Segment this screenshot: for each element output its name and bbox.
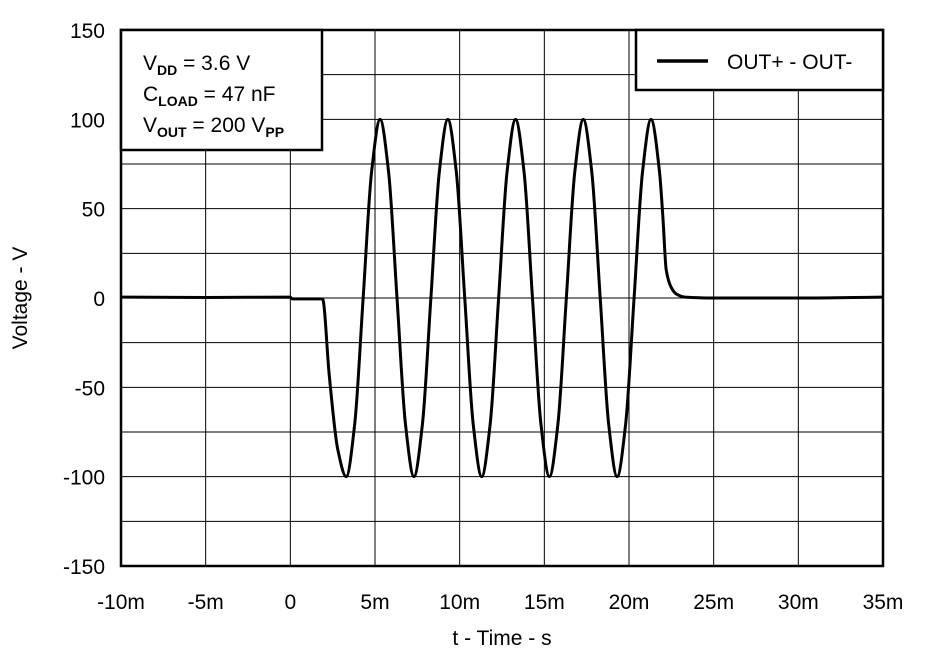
series-line (120, 117, 884, 479)
y-tick-label: 0 (93, 288, 105, 311)
annotation-line: CLOAD = 47 nF (143, 83, 275, 109)
plot-frame (119, 28, 885, 568)
y-tick-label: 100 (70, 109, 105, 132)
x-tick-label: -5m (188, 591, 224, 614)
y-tick-label: 150 (70, 20, 105, 43)
x-tick-label: -10m (97, 591, 145, 614)
y-tick-label: -50 (75, 377, 105, 400)
annotation-line: VDD = 3.6 V (143, 52, 250, 78)
y-tick-label: -150 (63, 556, 105, 579)
legend: OUT+ - OUT- (634, 28, 885, 92)
x-tick-label: 25m (693, 591, 734, 614)
x-tick-label: 35m (863, 591, 904, 614)
x-tick-label: 30m (778, 591, 819, 614)
annotation-box: VDD = 3.6 V CLOAD = 47 nF VOUT = 200 VPP (119, 28, 324, 152)
x-tick-label: 20m (609, 591, 650, 614)
y-tick-label: -100 (63, 467, 105, 490)
x-tick-label: 10m (439, 591, 480, 614)
x-tick-labels: -10m -5m 0 5m 10m 15m 20m 25m 30m 35m (97, 591, 903, 614)
series-trace (120, 117, 884, 479)
y-tick-labels: 150 100 50 0 -50 -100 -150 (63, 20, 105, 579)
x-axis-label: t - Time - s (452, 627, 551, 650)
x-tick-label: 15m (524, 591, 565, 614)
annotation-line: VOUT = 200 VPP (143, 114, 284, 140)
x-tick-label: 5m (360, 591, 389, 614)
x-tick-label: 0 (284, 591, 296, 614)
y-tick-label: 50 (82, 199, 105, 222)
y-axis-label: Voltage - V (9, 247, 32, 350)
legend-label: OUT+ - OUT- (727, 51, 852, 74)
